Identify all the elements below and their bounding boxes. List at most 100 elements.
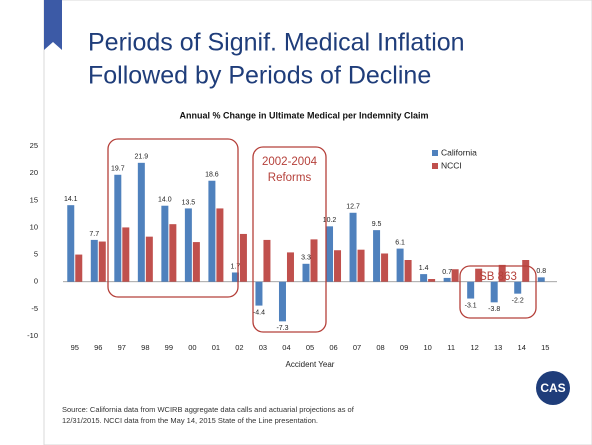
x-tick-label: 14 [518, 343, 526, 352]
value-label: 1.4 [419, 265, 429, 272]
value-label: 21.9 [135, 154, 149, 161]
logo-circle [536, 371, 570, 405]
value-label: 19.7 [111, 166, 125, 173]
bar [451, 269, 459, 282]
bar [192, 242, 200, 282]
bar [145, 236, 153, 282]
bar [239, 233, 247, 282]
bar [475, 268, 483, 282]
legend-label: NCCI [441, 160, 462, 170]
bar [428, 279, 436, 282]
value-label: 6.1 [395, 239, 405, 246]
bar [302, 263, 310, 282]
bar [231, 272, 239, 282]
annotation-box [459, 265, 537, 319]
y-tick-label: 5 [34, 250, 38, 259]
x-tick-label: 03 [259, 343, 267, 352]
bar [263, 239, 271, 282]
bar [98, 241, 106, 282]
bar [67, 205, 75, 282]
highlight-box [107, 138, 239, 298]
bar [443, 277, 451, 282]
value-label: 1.7 [231, 263, 241, 270]
value-label: -7.3 [276, 325, 288, 332]
bar [310, 239, 318, 282]
x-tick-label: 06 [329, 343, 337, 352]
slide-frame [43, 0, 592, 445]
value-label: 18.6 [205, 172, 219, 179]
x-tick-label: 04 [282, 343, 290, 352]
y-tick-label: -10 [27, 331, 38, 340]
x-tick-label: 12 [470, 343, 478, 352]
bookmark [44, 0, 62, 50]
logo: CAS [536, 371, 570, 405]
value-label: -4.4 [253, 309, 265, 316]
bar [208, 180, 216, 282]
bar [161, 205, 169, 282]
value-label: 7.7 [89, 231, 99, 238]
bar [381, 253, 389, 282]
x-tick-label: 98 [141, 343, 149, 352]
bar [278, 281, 286, 322]
bar [75, 254, 83, 282]
y-tick-label: -5 [31, 304, 38, 313]
x-tick-label: 97 [118, 343, 126, 352]
value-label: 9.5 [372, 221, 382, 228]
x-tick-label: 01 [212, 343, 220, 352]
value-label: 14.0 [158, 197, 172, 204]
x-tick-label: 07 [353, 343, 361, 352]
x-tick-label: 13 [494, 343, 502, 352]
slide-title: Periods of Signif. Medical Inflation [88, 29, 465, 57]
y-tick-label: 15 [30, 195, 38, 204]
source-note: 12/31/2015. NCCI data from the May 14, 2… [62, 416, 318, 425]
annotation-text: Reforms [268, 172, 312, 184]
bar [169, 224, 177, 282]
value-label: 0.7 [442, 269, 452, 276]
chart-title: Annual % Change in Ultimate Medical per … [179, 110, 428, 120]
bar [286, 252, 294, 282]
bar [114, 174, 122, 282]
bar [122, 227, 130, 282]
y-tick-label: 20 [30, 168, 38, 177]
slide-title: Followed by Periods of Decline [88, 62, 431, 90]
x-tick-label: 00 [188, 343, 196, 352]
x-tick-label: 09 [400, 343, 408, 352]
x-tick-label: 96 [94, 343, 102, 352]
bar [467, 281, 475, 299]
bar [90, 239, 98, 282]
source-note: Source: California data from WCIRB aggre… [62, 405, 355, 414]
x-tick-label: 15 [541, 343, 549, 352]
value-label: -3.1 [465, 302, 477, 309]
bar [349, 212, 357, 282]
y-tick-label: 10 [30, 222, 38, 231]
bar [255, 281, 263, 306]
legend-swatch [432, 150, 438, 156]
bar [490, 281, 498, 303]
annotation-text: SB 863 [479, 271, 517, 283]
bar [404, 260, 412, 282]
x-tick-label: 95 [71, 343, 79, 352]
bar [514, 281, 522, 294]
bar [537, 277, 545, 282]
x-tick-label: 99 [165, 343, 173, 352]
x-tick-label: 08 [376, 343, 384, 352]
value-label: 12.7 [346, 204, 360, 211]
legend-swatch [432, 163, 438, 169]
bar [326, 226, 334, 282]
x-tick-label: 10 [423, 343, 431, 352]
value-label: 0.8 [536, 268, 546, 275]
value-label: -3.8 [488, 306, 500, 313]
bar [137, 162, 145, 282]
bar [373, 230, 381, 282]
x-tick-label: 05 [306, 343, 314, 352]
bar [498, 264, 506, 282]
value-label: 14.1 [64, 196, 78, 203]
bar [357, 249, 365, 282]
value-label: -2.2 [512, 298, 524, 305]
value-label: 13.5 [182, 199, 196, 206]
y-tick-label: 0 [34, 277, 38, 286]
logo-text: CAS [540, 381, 565, 395]
bar [522, 260, 530, 282]
bar [216, 208, 224, 282]
bar [396, 248, 404, 282]
